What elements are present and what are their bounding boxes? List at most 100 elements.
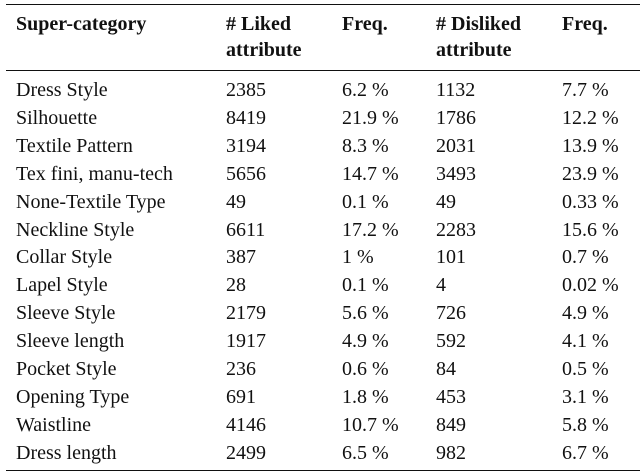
cell-liked-freq: 0.1 % [342, 274, 389, 297]
cell-liked-count: 691 [226, 385, 256, 408]
cell-liked-freq: 4.9 % [342, 330, 389, 353]
cell-liked-freq: 17.2 % [342, 218, 399, 241]
cell-disliked-freq: 15.6 % [562, 218, 619, 241]
header-disliked-attribute: # Disliked attribute [436, 5, 562, 71]
header-liked-line2: attribute [226, 39, 302, 61]
header-liked-attribute: # Liked attribute [226, 5, 342, 71]
cell-disliked-count: 1132 [436, 79, 476, 101]
cell-disliked-count: 726 [436, 302, 466, 325]
table-header: Super-category # Liked attribute Freq. # … [6, 4, 640, 71]
cell-liked-count: 8419 [226, 106, 266, 129]
cell-category: Neckline Style [16, 218, 135, 241]
cell-liked-freq: 5.6 % [342, 302, 389, 325]
header-row: Super-category # Liked attribute Freq. # … [6, 4, 640, 71]
cell-liked-count: 2179 [226, 302, 266, 325]
cell-disliked-freq: 0.7 % [562, 246, 609, 269]
cell-liked-freq: 10.7 % [342, 413, 399, 436]
cell-category: Lapel Style [16, 274, 108, 297]
table-row: Pocket Style 236 0.6 % 84 0.5 % [6, 356, 640, 384]
cell-liked-freq: 8.3 % [342, 134, 389, 157]
cell-liked-count: 49 [226, 190, 246, 213]
cell-disliked-count: 2031 [436, 134, 476, 157]
cell-disliked-count: 592 [436, 330, 466, 353]
cell-category: Sleeve length [16, 330, 125, 353]
cell-liked-freq: 21.9 % [342, 106, 399, 129]
table-row: Dress length 2499 6.5 % 982 6.7 % [6, 440, 640, 470]
header-liked-freq: Freq. [342, 5, 436, 71]
cell-liked-count: 1917 [226, 330, 266, 353]
cell-liked-count: 387 [226, 246, 256, 269]
cell-liked-count: 5656 [226, 162, 266, 185]
cell-category: Opening Type [16, 385, 130, 408]
cell-disliked-freq: 6.7 % [562, 441, 609, 464]
table-row: Sleeve length 1917 4.9 % 592 4.1 % [6, 328, 640, 356]
cell-disliked-freq: 12.2 % [562, 106, 619, 129]
cell-category: None-Textile Type [16, 190, 166, 213]
header-super-category-label: Super-category [16, 13, 147, 35]
header-super-category: Super-category [6, 5, 226, 71]
cell-category: Collar Style [16, 246, 113, 269]
cell-disliked-count: 84 [436, 358, 456, 381]
table-row: Textile Pattern 3194 8.3 % 2031 13.9 % [6, 133, 640, 161]
attribute-frequency-table-container: Super-category # Liked attribute Freq. # … [6, 4, 640, 471]
cell-disliked-count: 982 [436, 441, 466, 464]
cell-liked-count: 4146 [226, 413, 266, 436]
cell-disliked-count: 101 [436, 246, 466, 269]
table-row: Lapel Style 28 0.1 % 4 0.02 % [6, 272, 640, 300]
cell-liked-freq: 0.6 % [342, 358, 389, 381]
cell-disliked-freq: 3.1 % [562, 385, 609, 408]
cell-disliked-freq: 7.7 % [562, 79, 609, 101]
cell-category: Textile Pattern [16, 134, 133, 157]
cell-liked-count: 28 [226, 274, 246, 297]
cell-category: Sleeve Style [16, 302, 116, 325]
header-disliked-freq: Freq. [562, 5, 640, 71]
cell-liked-count: 236 [226, 358, 256, 381]
cell-disliked-count: 2283 [436, 218, 476, 241]
cell-disliked-freq: 4.1 % [562, 330, 609, 353]
cell-disliked-count: 49 [436, 190, 456, 213]
cell-disliked-freq: 5.8 % [562, 413, 609, 436]
cell-liked-count: 2385 [226, 79, 266, 101]
cell-liked-count: 2499 [226, 441, 266, 464]
cell-category: Silhouette [16, 106, 98, 129]
cell-category: Dress Style [16, 79, 108, 101]
cell-disliked-freq: 0.5 % [562, 358, 609, 381]
cell-category: Tex fini, manu-tech [16, 162, 173, 185]
attribute-frequency-table: Super-category # Liked attribute Freq. # … [6, 4, 640, 471]
cell-disliked-freq: 23.9 % [562, 162, 619, 185]
header-disliked-line1: # Disliked [436, 13, 522, 35]
table-row: Silhouette 8419 21.9 % 1786 12.2 % [6, 105, 640, 133]
header-liked-freq-label: Freq. [342, 13, 388, 35]
cell-liked-freq: 1.8 % [342, 385, 389, 408]
table-body: Dress Style 2385 6.2 % 1132 7.7 % Silhouette… [6, 71, 640, 471]
cell-disliked-count: 4 [436, 274, 446, 297]
cell-disliked-freq: 0.33 % [562, 190, 619, 213]
cell-liked-count: 6611 [226, 218, 266, 241]
cell-liked-freq: 6.5 % [342, 441, 389, 464]
header-disliked-line2: attribute [436, 39, 512, 61]
cell-liked-freq: 14.7 % [342, 162, 399, 185]
cell-liked-freq: 1 % [342, 246, 374, 269]
table-row: Tex fini, manu-tech 5656 14.7 % 3493 23.9 % [6, 161, 640, 189]
cell-category: Pocket Style [16, 358, 117, 381]
table-row: Collar Style 387 1 % 101 0.7 % [6, 244, 640, 272]
cell-category: Dress length [16, 441, 117, 464]
cell-disliked-freq: 0.02 % [562, 274, 619, 297]
header-liked-line1: # Liked [226, 13, 292, 35]
cell-category: Waistline [16, 413, 92, 436]
cell-disliked-count: 453 [436, 385, 466, 408]
cell-disliked-count: 3493 [436, 162, 476, 185]
table-row: Sleeve Style 2179 5.6 % 726 4.9 % [6, 300, 640, 328]
cell-disliked-count: 1786 [436, 106, 476, 129]
cell-liked-freq: 6.2 % [342, 79, 389, 101]
cell-liked-count: 3194 [226, 134, 266, 157]
cell-disliked-freq: 4.9 % [562, 302, 609, 325]
table-row: Dress Style 2385 6.2 % 1132 7.7 % [6, 71, 640, 105]
cell-disliked-freq: 13.9 % [562, 134, 619, 157]
table-row: None-Textile Type 49 0.1 % 49 0.33 % [6, 189, 640, 217]
table-row: Neckline Style 6611 17.2 % 2283 15.6 % [6, 217, 640, 245]
cell-liked-freq: 0.1 % [342, 190, 389, 213]
cell-disliked-count: 849 [436, 413, 466, 436]
header-disliked-freq-label: Freq. [562, 13, 608, 35]
table-row: Opening Type 691 1.8 % 453 3.1 % [6, 384, 640, 412]
